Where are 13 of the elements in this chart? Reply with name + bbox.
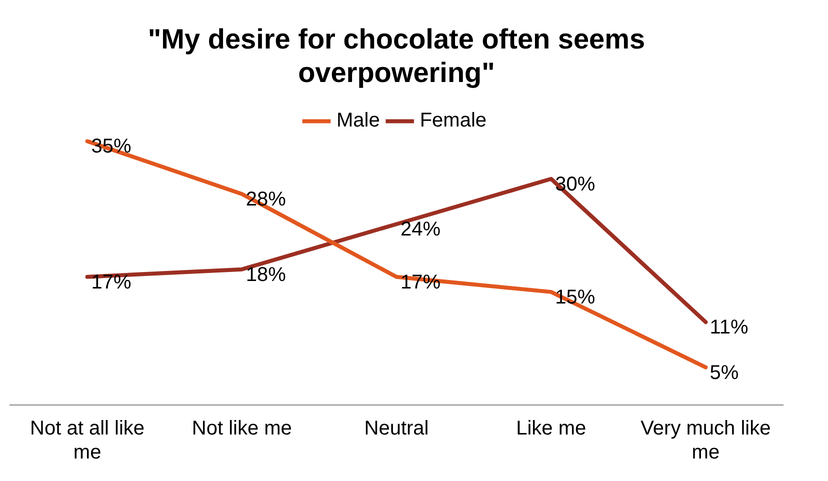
x-tick-label: Very much like me	[640, 418, 771, 464]
x-tick-label: Like me	[516, 418, 586, 440]
x-tick-label: Not at all like me	[30, 418, 145, 464]
x-tick-label: Not like me	[192, 418, 292, 440]
chart-title: "My desire for chocolate often seems overpowering"	[148, 24, 646, 88]
data-label: 18%	[246, 264, 286, 286]
data-label: 24%	[400, 218, 441, 241]
data-label: 11%	[710, 316, 748, 339]
data-label: 17%	[91, 271, 132, 294]
data-label: 5%	[710, 362, 739, 384]
x-tick-label: Neutral	[364, 418, 429, 440]
legend-label: Male	[336, 110, 380, 132]
legend-label: Female	[420, 110, 487, 132]
